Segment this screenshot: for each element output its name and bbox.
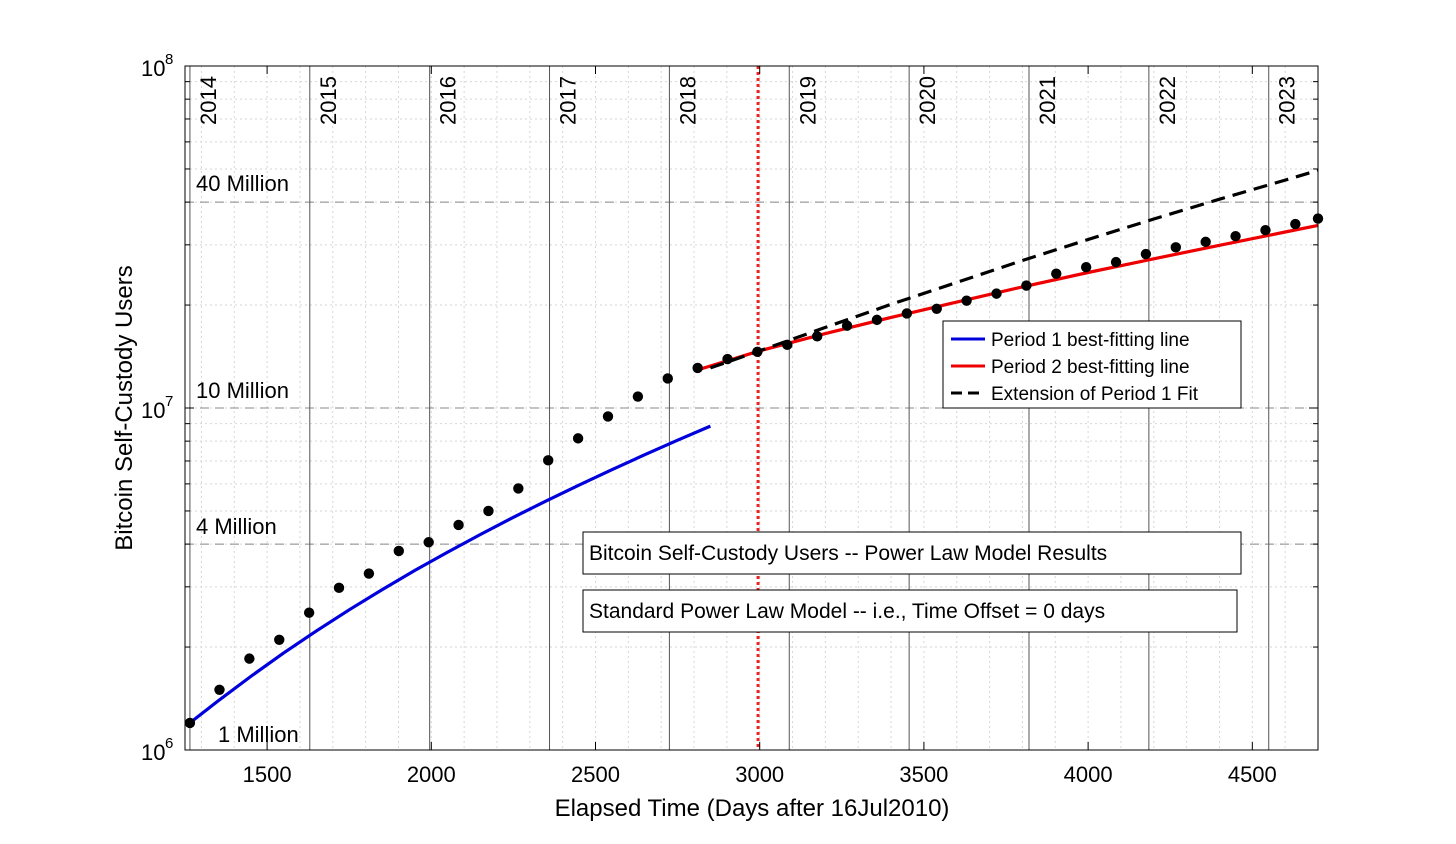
data-point	[1290, 218, 1301, 230]
data-point	[782, 339, 793, 351]
x-tick-label: 3000	[735, 762, 784, 787]
data-point	[244, 653, 255, 664]
x-tick-label: 4000	[1064, 762, 1113, 787]
y-tick-label: 10	[141, 740, 165, 765]
data-point	[1260, 225, 1271, 236]
data-point	[423, 537, 434, 548]
year-label: 2017	[556, 76, 581, 125]
axes	[184, 65, 1319, 751]
data-point	[602, 411, 614, 422]
data-point	[901, 308, 913, 319]
data-point	[1110, 256, 1122, 268]
annotation-model: Standard Power Law Model -- i.e., Time O…	[589, 600, 1105, 623]
extension-line	[709, 168, 1319, 370]
x-tick-label: 3500	[899, 762, 948, 787]
annotation-title-box: Bitcoin Self-Custody Users -- Power Law …	[582, 531, 1242, 575]
data-point	[692, 362, 703, 374]
data-point	[961, 295, 972, 306]
y-tick-exponent: 7	[165, 393, 173, 410]
annotation-model-box: Standard Power Law Model -- i.e., Time O…	[582, 589, 1238, 633]
x-tick-label: 4500	[1228, 762, 1277, 787]
legend-label-period1: Period 1 best-fitting line	[991, 330, 1190, 351]
data-point	[1021, 280, 1032, 291]
year-label: 2016	[436, 76, 461, 125]
data-point	[333, 582, 345, 594]
data-point	[453, 519, 464, 531]
y-tick-exponent: 6	[165, 735, 173, 752]
year-label: 2018	[675, 76, 700, 125]
data-point	[1200, 236, 1211, 248]
year-label: 2022	[1155, 76, 1180, 125]
legend: Period 1 best-fitting line Period 2 best…	[942, 320, 1242, 409]
data-point	[931, 303, 942, 315]
data-point	[363, 568, 375, 579]
data-point	[632, 391, 644, 402]
data-point	[662, 373, 673, 384]
year-label: 2019	[795, 76, 820, 125]
data-point	[871, 314, 883, 326]
data-point	[722, 353, 733, 365]
x-tick-label: 2000	[407, 762, 456, 787]
data-point	[1080, 262, 1092, 273]
x-axis-label: Elapsed Time (Days after 16Jul2010)	[555, 795, 950, 822]
data-point	[214, 684, 225, 695]
data-point	[572, 433, 584, 444]
data-point	[274, 634, 285, 646]
data-point	[1170, 242, 1182, 253]
series-lines	[188, 66, 1319, 750]
data-point	[991, 288, 1002, 299]
data-point	[752, 346, 763, 357]
y-tick-exponent: 8	[165, 51, 173, 68]
data-point	[1051, 268, 1062, 279]
legend-entry-period1: Period 1 best-fitting line	[951, 330, 1190, 351]
legend-box	[942, 320, 1242, 409]
data-point	[303, 607, 315, 618]
year-label: 2020	[915, 76, 940, 125]
year-label: 2021	[1035, 76, 1060, 125]
data-points	[184, 213, 1324, 729]
data-point	[393, 545, 404, 557]
reference-label: 10 Million	[196, 378, 289, 403]
x-tick-label: 1500	[243, 762, 292, 787]
legend-entry-extension: Extension of Period 1 Fit	[951, 384, 1199, 405]
year-label: 2023	[1275, 76, 1300, 125]
y-tick-label: 10	[141, 398, 165, 423]
year-label: 2014	[196, 76, 221, 125]
reference-label: 40 Million	[196, 171, 289, 196]
data-point	[1230, 230, 1241, 242]
data-point	[543, 455, 554, 466]
reference-levels: 1 Million 4 Million 10 Million 40 Million	[185, 171, 1318, 747]
x-tick-label: 2500	[571, 762, 620, 787]
y-axis-label: Bitcoin Self-Custody Users	[111, 265, 138, 550]
reference-label: 4 Million	[196, 514, 277, 539]
year-label: 2015	[316, 76, 341, 125]
data-point	[184, 717, 196, 729]
legend-entry-period2: Period 2 best-fitting line	[951, 357, 1190, 378]
period1-line	[188, 424, 712, 725]
y-tick-label: 10	[141, 56, 165, 81]
data-point	[811, 331, 823, 342]
data-point	[513, 483, 524, 494]
data-point	[1140, 248, 1152, 260]
legend-label-period2: Period 2 best-fitting line	[991, 357, 1190, 378]
legend-label-extension: Extension of Period 1 Fit	[991, 384, 1199, 405]
data-point	[841, 320, 853, 331]
reference-label: 1 Million	[218, 722, 299, 747]
annotation-title: Bitcoin Self-Custody Users -- Power Law …	[589, 542, 1107, 565]
data-point	[483, 505, 494, 517]
